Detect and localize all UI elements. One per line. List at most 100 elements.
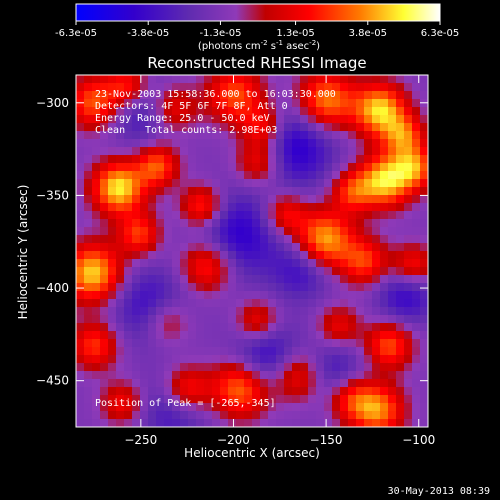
heatmap-cell — [252, 315, 261, 324]
heatmap-cell — [220, 283, 229, 292]
heatmap-cell — [212, 75, 221, 84]
heatmap-cell — [396, 195, 405, 204]
heatmap-cell — [124, 211, 133, 220]
heatmap-cell — [212, 243, 221, 252]
heatmap-cell — [316, 363, 325, 372]
heatmap-cell — [108, 419, 117, 428]
heatmap-cell — [388, 283, 397, 292]
heatmap-cell — [372, 323, 381, 332]
heatmap-cell — [284, 155, 293, 164]
heatmap-cell — [100, 299, 109, 308]
heatmap-cell — [156, 275, 165, 284]
heatmap-cell — [356, 251, 365, 260]
heatmap-cell — [84, 363, 93, 372]
heatmap-cell — [236, 323, 245, 332]
heatmap-cell — [172, 123, 181, 132]
heatmap-cell — [260, 411, 269, 420]
heatmap-cell — [236, 99, 245, 108]
heatmap-cell — [380, 267, 389, 276]
heatmap-cell — [276, 259, 285, 268]
heatmap-cell — [228, 403, 237, 412]
heatmap-cell — [260, 307, 269, 316]
heatmap-cell — [140, 379, 149, 388]
heatmap-cell — [308, 371, 317, 380]
heatmap-cell — [92, 179, 101, 188]
heatmap-cell — [404, 187, 413, 196]
heatmap-cell — [84, 395, 93, 404]
heatmap-cell — [204, 291, 213, 300]
heatmap-cell — [380, 371, 389, 380]
heatmap-cell — [292, 91, 301, 100]
heatmap-cell — [180, 387, 189, 396]
heatmap-cell — [340, 195, 349, 204]
heatmap-cell — [124, 243, 133, 252]
heatmap-cell — [396, 147, 405, 156]
heatmap-cell — [356, 155, 365, 164]
heatmap-cell — [188, 187, 197, 196]
heatmap-cell — [92, 75, 101, 84]
heatmap-cell — [324, 123, 333, 132]
heatmap-cell — [404, 395, 413, 404]
heatmap-cell — [212, 139, 221, 148]
heatmap-cell — [292, 411, 301, 420]
heatmap-cell — [140, 99, 149, 108]
heatmap-cell — [132, 75, 141, 84]
heatmap-cell — [212, 323, 221, 332]
heatmap-cell — [196, 323, 205, 332]
heatmap-cell — [180, 147, 189, 156]
heatmap-cell — [156, 259, 165, 268]
heatmap-cell — [132, 331, 141, 340]
heatmap-cell — [260, 291, 269, 300]
heatmap-cell — [84, 259, 93, 268]
heatmap-cell — [412, 363, 421, 372]
heatmap-cell — [84, 355, 93, 364]
heatmap-cell — [124, 403, 133, 412]
heatmap-cell — [316, 243, 325, 252]
heatmap-cell — [276, 75, 285, 84]
heatmap-cell — [116, 83, 125, 92]
heatmap-cell — [268, 315, 277, 324]
heatmap-cell — [412, 315, 421, 324]
heatmap-cell — [340, 355, 349, 364]
heatmap-cell — [316, 267, 325, 276]
heatmap-cell — [180, 171, 189, 180]
heatmap-cell — [244, 411, 253, 420]
heatmap-cell — [156, 387, 165, 396]
heatmap-cell — [228, 171, 237, 180]
heatmap-cell — [172, 139, 181, 148]
heatmap-cell — [396, 99, 405, 108]
heatmap-cell — [228, 339, 237, 348]
heatmap-cell — [268, 171, 277, 180]
heatmap-cell — [228, 139, 237, 148]
heatmap-cell — [116, 115, 125, 124]
heatmap-cell — [236, 315, 245, 324]
heatmap-cell — [132, 123, 141, 132]
heatmap-cell — [316, 147, 325, 156]
heatmap-cell — [412, 131, 421, 140]
heatmap-cell — [188, 155, 197, 164]
x-tick-label: −100 — [402, 433, 435, 447]
heatmap-cell — [132, 299, 141, 308]
heatmap-cell — [220, 227, 229, 236]
heatmap-cell — [148, 115, 157, 124]
heatmap-cell — [204, 283, 213, 292]
heatmap-cell — [332, 387, 341, 396]
heatmap-cell — [220, 115, 229, 124]
heatmap-cell — [300, 307, 309, 316]
heatmap-cell — [396, 131, 405, 140]
heatmap-cell — [420, 363, 429, 372]
heatmap-cell — [412, 171, 421, 180]
heatmap-cell — [316, 219, 325, 228]
heatmap-cell — [380, 283, 389, 292]
heatmap-cell — [212, 371, 221, 380]
heatmap-cell — [76, 315, 85, 324]
heatmap-cell — [388, 131, 397, 140]
heatmap-cell — [92, 115, 101, 124]
colorbar-tick-label: -3.8e-05 — [127, 28, 169, 39]
heatmap-cell — [180, 275, 189, 284]
heatmap-cell — [308, 419, 317, 428]
heatmap-cell — [420, 331, 429, 340]
heatmap-cell — [196, 147, 205, 156]
heatmap-cell — [380, 323, 389, 332]
heatmap-cell — [180, 299, 189, 308]
